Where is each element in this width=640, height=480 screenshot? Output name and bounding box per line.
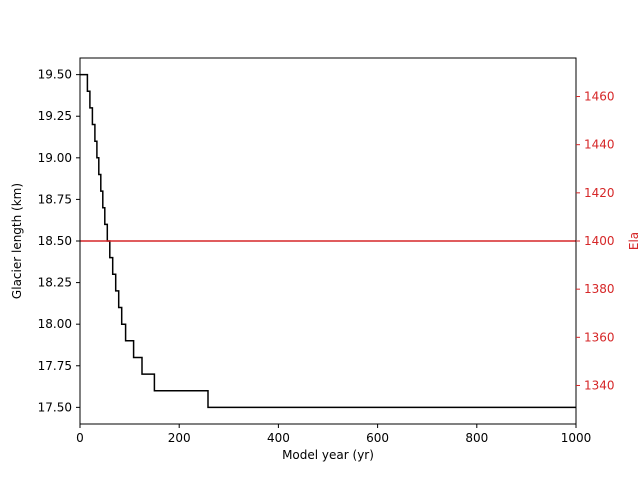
y2-axis-label: Ela bbox=[627, 232, 640, 250]
series-layer bbox=[80, 73, 576, 409]
y2-tick-label: 1420 bbox=[584, 186, 615, 200]
x-tick-label: 200 bbox=[168, 431, 191, 445]
y2-tick-label: 1340 bbox=[584, 378, 615, 392]
ticks-layer: 0 200 400 600 800 1000 17.50 17.75 18.00 18.25 18.… bbox=[38, 68, 615, 445]
y2-tick-label: 1460 bbox=[584, 90, 615, 104]
y-tick-label: 19.00 bbox=[38, 151, 72, 165]
x-tick-label: 1000 bbox=[561, 431, 592, 445]
y-tick-label: 17.50 bbox=[38, 400, 72, 414]
glacier-length-line bbox=[80, 73, 576, 409]
y-tick-label: 17.75 bbox=[38, 359, 72, 373]
y2-tick-label: 1360 bbox=[584, 330, 615, 344]
x-tick-label: 400 bbox=[267, 431, 290, 445]
y2-tick-label: 1400 bbox=[584, 234, 615, 248]
y-axis-label: Glacier length (km) bbox=[10, 183, 24, 299]
y2-tick-label: 1380 bbox=[584, 282, 615, 296]
y-tick-label: 18.25 bbox=[38, 276, 72, 290]
x-tick-label: 0 bbox=[76, 431, 84, 445]
y-tick-label: 19.50 bbox=[38, 68, 72, 82]
x-tick-label: 600 bbox=[366, 431, 389, 445]
x-tick-label: 800 bbox=[465, 431, 488, 445]
y-tick-label: 18.50 bbox=[38, 234, 72, 248]
y-tick-label: 18.00 bbox=[38, 317, 72, 331]
y2-tick-label: 1440 bbox=[584, 138, 615, 152]
x-axis-label: Model year (yr) bbox=[282, 448, 374, 462]
y-tick-label: 19.25 bbox=[38, 109, 72, 123]
y-tick-label: 18.75 bbox=[38, 192, 72, 206]
